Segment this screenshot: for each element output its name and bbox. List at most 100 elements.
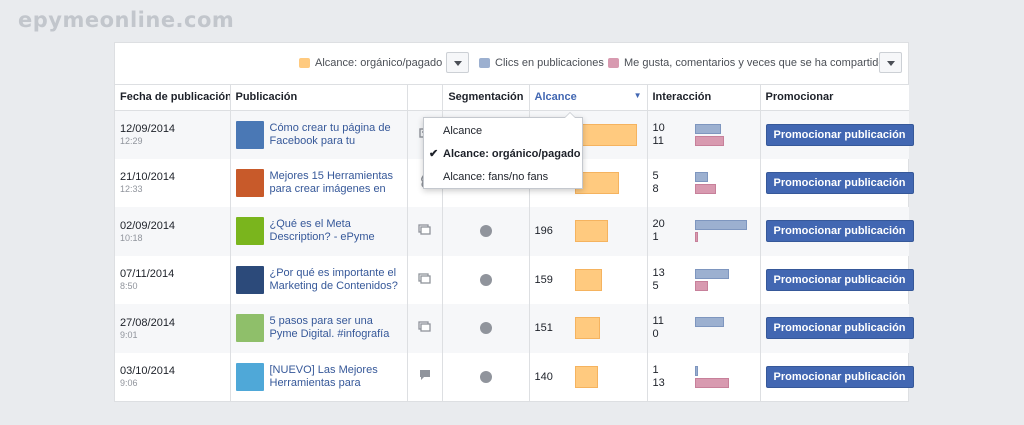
brand-logo: epymeonline.com: [18, 8, 235, 32]
cell-date: 07/11/2014 8:50: [115, 255, 231, 304]
likes-value: 8: [652, 182, 659, 195]
table-row: 03/10/2014 9:06 [NUEVO] Las Mejores Herram…: [115, 352, 914, 402]
post-title-link[interactable]: ¿Por qué es importante el Marketing de C…: [269, 266, 398, 292]
post-title-link[interactable]: Mejores 15 Herramientas para crear imáge…: [269, 169, 394, 195]
menu-item-reach[interactable]: Alcance: [424, 121, 582, 141]
post-title-link[interactable]: [NUEVO] Las Mejores Herramientas para: [269, 363, 378, 389]
cell-type: [407, 304, 443, 353]
post-date: 12/09/2014: [120, 123, 176, 135]
legend-label: Me gusta, comentarios y veces que se ha …: [624, 57, 885, 69]
reach-bar: [574, 268, 602, 291]
cell-post: 5 pasos para ser una Pyme Digital. #info…: [230, 304, 408, 353]
table-row: 07/11/2014 8:50 ¿Por qué es importante el …: [115, 255, 914, 305]
clicks-bar: [694, 268, 729, 279]
promote-post-button[interactable]: Promocionar publicación: [765, 317, 914, 340]
cell-reach: 140: [529, 352, 648, 401]
post-title-link[interactable]: 5 pasos para ser una Pyme Digital. #info…: [269, 315, 390, 341]
engagement-dropdown-button[interactable]: [879, 52, 902, 73]
cell-promote: Promocionar publicación: [760, 207, 914, 256]
cell-promote: Promocionar publicación: [760, 353, 914, 402]
cell-targeting: [442, 352, 530, 401]
post-title-link[interactable]: ¿Qué es el Meta Description? - ePyme: [269, 218, 375, 244]
likes-bar: [694, 377, 729, 388]
likes-bar: [694, 232, 698, 243]
clicks-bar: [694, 317, 724, 328]
cell-date: 12/09/2014 12:29: [115, 110, 231, 159]
reach-value: 159: [534, 273, 553, 286]
clicks-value: 20: [652, 218, 665, 231]
likes-bar: [694, 135, 724, 146]
promote-post-button[interactable]: Promocionar publicación: [765, 268, 914, 291]
globe-icon: [479, 322, 492, 335]
post-thumbnail[interactable]: [235, 265, 264, 294]
header-post[interactable]: Publicación: [230, 85, 408, 111]
reach-value: 196: [534, 225, 553, 238]
cell-reach: 159: [529, 255, 648, 304]
reach-bar: [574, 123, 637, 146]
header-targeting[interactable]: Segmentación: [442, 85, 530, 111]
cell-engagement: 20 1: [647, 207, 761, 256]
cell-date: 27/08/2014 9:01: [115, 304, 231, 353]
legend-engagement: Me gusta, comentarios y veces que se ha …: [608, 57, 884, 69]
header-promote: Promocionar: [760, 85, 909, 111]
header-date[interactable]: Fecha de publicación: [115, 85, 231, 111]
checkmark-icon: ✔: [429, 148, 439, 160]
promote-post-button[interactable]: Promocionar publicación: [765, 123, 914, 146]
cell-engagement: 11 0: [647, 304, 761, 353]
post-thumbnail[interactable]: [235, 314, 264, 343]
legend-clicks: Clics en publicaciones: [479, 57, 604, 69]
cell-post: Mejores 15 Herramientas para crear imáge…: [230, 158, 408, 207]
cell-post: ¿Qué es el Meta Description? - ePyme: [230, 207, 408, 256]
post-thumbnail[interactable]: [235, 168, 264, 197]
legend-swatch: [479, 58, 490, 68]
cell-post: ¿Por qué es importante el Marketing de C…: [230, 255, 408, 304]
menu-item-reach-fans[interactable]: Alcance: fans/no fans: [424, 167, 582, 187]
likes-value: 11: [652, 134, 664, 147]
cell-reach: 196: [529, 207, 648, 256]
header-engagement[interactable]: Interacción: [647, 85, 761, 111]
menu-item-label: Alcance: orgánico/pagado: [443, 148, 581, 160]
post-thumbnail[interactable]: [235, 120, 264, 149]
cell-targeting: [442, 207, 530, 256]
shared-icon: [418, 224, 431, 238]
legend-swatch: [608, 58, 619, 68]
reach-dropdown-menu: Alcance ✔ Alcance: orgánico/pagado Alcanc…: [423, 112, 583, 189]
clicks-bar: [694, 171, 708, 182]
reach-dropdown-button[interactable]: [446, 52, 469, 73]
likes-value: 0: [652, 328, 659, 341]
cell-promote: Promocionar publicación: [760, 304, 914, 353]
header-type[interactable]: [407, 85, 443, 111]
globe-icon: [479, 273, 492, 286]
promote-post-button[interactable]: Promocionar publicación: [765, 365, 914, 388]
reach-bar: [574, 365, 598, 388]
post-title-link[interactable]: Cómo crear tu página de Facebook para tu: [269, 121, 391, 147]
header-reach[interactable]: Alcance ▼: [529, 85, 648, 111]
posts-table: Fecha de publicación Publicación Segment…: [115, 85, 914, 402]
clicks-value: 11: [652, 315, 664, 328]
menu-item-reach-organic-paid[interactable]: ✔ Alcance: orgánico/pagado: [424, 144, 582, 164]
shared-icon: [418, 273, 431, 287]
status-icon: [419, 370, 431, 384]
cell-targeting: [442, 255, 530, 304]
sort-desc-icon: ▼: [633, 91, 642, 101]
post-date: 02/09/2014: [120, 219, 176, 232]
cell-post: [NUEVO] Las Mejores Herramientas para: [230, 352, 408, 401]
cell-reach: 151: [529, 304, 648, 353]
post-date: 03/10/2014: [120, 365, 176, 378]
reach-bar: [574, 317, 600, 340]
cell-targeting: [442, 304, 530, 353]
post-time: 12:33: [120, 184, 143, 195]
clicks-value: 13: [652, 266, 665, 279]
table-header-row: Fecha de publicación Publicación Segment…: [115, 85, 909, 111]
cell-promote: Promocionar publicación: [760, 256, 914, 305]
promote-post-button[interactable]: Promocionar publicación: [765, 220, 914, 243]
post-thumbnail[interactable]: [235, 217, 264, 246]
post-thumbnail[interactable]: [235, 362, 264, 391]
post-time: 12:29: [120, 136, 143, 146]
post-date: 27/08/2014: [120, 316, 176, 329]
post-date: 07/11/2014: [120, 268, 175, 281]
table-row: 02/09/2014 10:18 ¿Qué es el Meta Descripti…: [115, 207, 914, 256]
promote-post-button[interactable]: Promocionar publicación: [765, 171, 914, 194]
menu-item-label: Alcance: [443, 125, 483, 137]
